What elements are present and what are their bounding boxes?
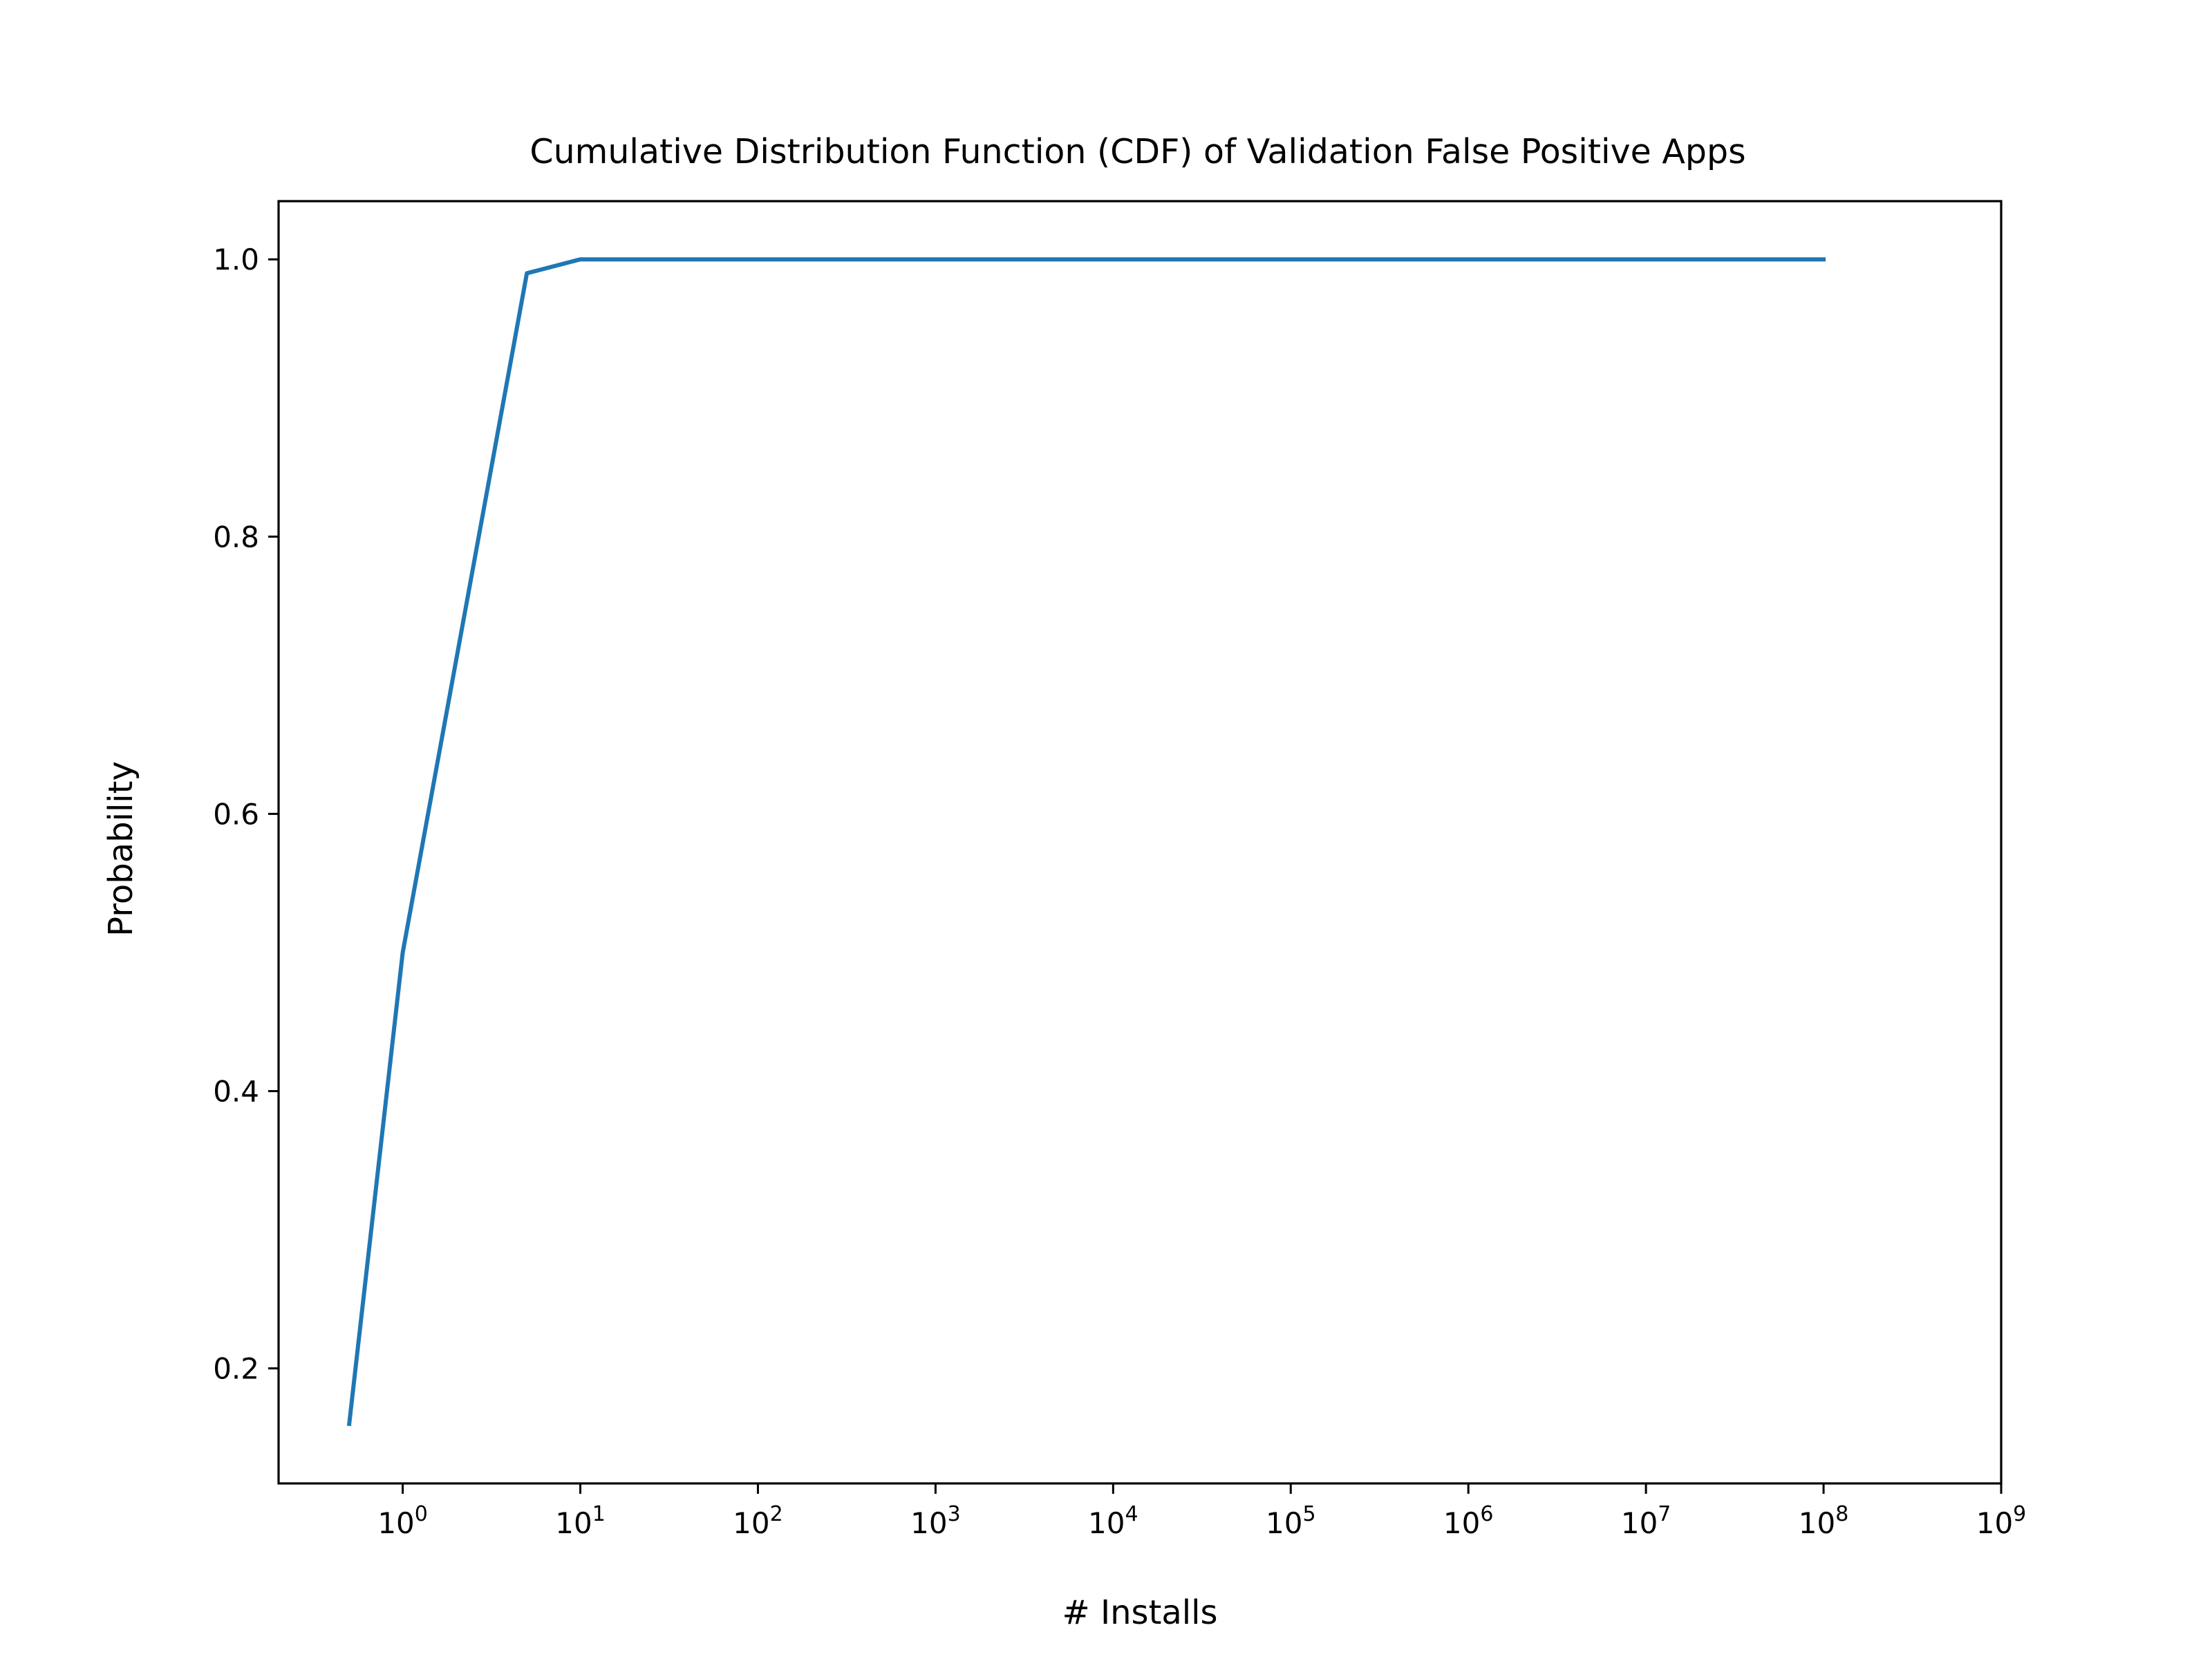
x-tick-label-base: 10 — [555, 1506, 592, 1540]
x-tick-label-base: 10 — [1799, 1506, 1835, 1540]
chart-title: Cumulative Distribution Function (CDF) o… — [529, 132, 1745, 171]
x-tick-label-exponent: 1 — [592, 1502, 606, 1526]
x-tick-label-exponent: 5 — [1302, 1502, 1315, 1526]
y-tick-label: 0.6 — [213, 797, 259, 831]
x-tick-label-exponent: 0 — [415, 1502, 428, 1526]
x-tick-label-base: 10 — [910, 1506, 947, 1540]
x-tick-label-base: 10 — [1266, 1506, 1302, 1540]
x-tick-label-base: 10 — [1976, 1506, 2013, 1540]
x-tick-label-base: 10 — [1088, 1506, 1125, 1540]
x-tick-label-exponent: 3 — [948, 1502, 961, 1526]
series-line — [346, 257, 1826, 1427]
x-tick-label-exponent: 7 — [1658, 1502, 1671, 1526]
x-axis: 100 101 102 103 104 105 106 107 108 109 — [377, 1483, 2026, 1540]
x-tick-label-base: 10 — [733, 1506, 769, 1540]
x-tick-label: 108 — [1799, 1502, 1849, 1540]
x-tick-label: 100 — [377, 1502, 428, 1540]
x-axis-label: # Installs — [1062, 1593, 1218, 1632]
x-tick-label: 103 — [910, 1502, 961, 1540]
x-tick-label-exponent: 8 — [1835, 1502, 1848, 1526]
x-tick-label-exponent: 9 — [2013, 1502, 2026, 1526]
y-tick-label: 0.4 — [213, 1074, 259, 1108]
x-tick-label: 101 — [555, 1502, 606, 1540]
x-tick-label-base: 10 — [377, 1506, 414, 1540]
y-tick-label: 1.0 — [213, 243, 259, 276]
x-tick-label-exponent: 2 — [770, 1502, 783, 1526]
y-axis: 0.2 0.4 0.6 0.8 1.0 — [213, 243, 279, 1386]
y-tick-label: 0.8 — [213, 520, 259, 554]
plot-frame — [277, 200, 2003, 1485]
x-tick-label: 109 — [1976, 1502, 2027, 1540]
y-axis-label: Probability — [102, 761, 140, 937]
x-tick-label-base: 10 — [1443, 1506, 1480, 1540]
x-tick-label: 102 — [733, 1502, 783, 1540]
x-tick-label: 105 — [1266, 1502, 1316, 1540]
x-tick-label-exponent: 4 — [1125, 1502, 1138, 1526]
x-tick-label: 106 — [1443, 1502, 1494, 1540]
x-tick-label-exponent: 6 — [1480, 1502, 1493, 1526]
x-tick-label: 104 — [1088, 1502, 1138, 1540]
x-tick-label-base: 10 — [1621, 1506, 1658, 1540]
y-tick-label: 0.2 — [213, 1352, 259, 1386]
x-tick-label: 107 — [1621, 1502, 1671, 1540]
plot-area — [277, 200, 2003, 1485]
